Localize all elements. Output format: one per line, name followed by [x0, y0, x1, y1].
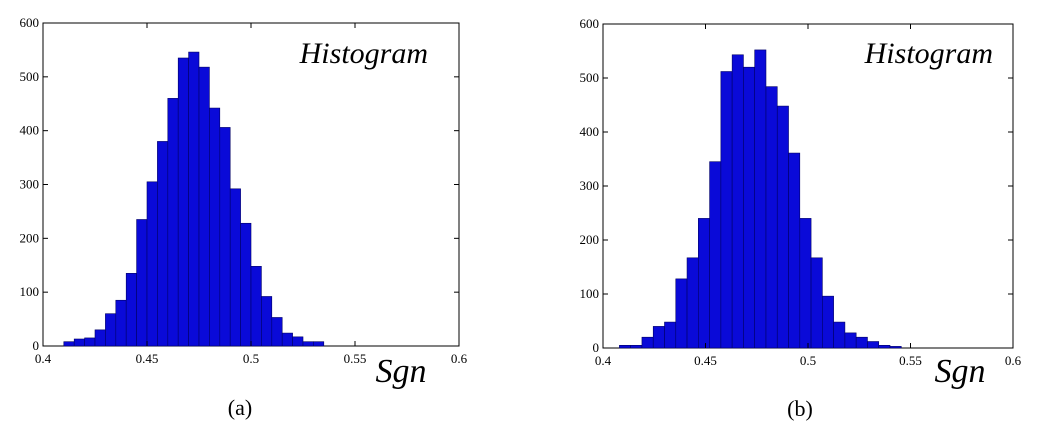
y-tick-label: 600 — [20, 15, 40, 30]
histogram-bar — [720, 71, 733, 349]
histogram-bar — [619, 344, 631, 349]
histogram-bar — [177, 57, 189, 347]
chart-title-b: Histogram — [864, 37, 993, 70]
histogram-bar — [125, 273, 137, 347]
histogram-bar — [198, 66, 210, 347]
histogram-bar — [765, 86, 778, 349]
histogram-bar — [63, 341, 75, 347]
x-axis-label-a: Sgn — [376, 353, 427, 390]
y-tick-label: 400 — [580, 124, 600, 139]
chart-title-a: Histogram — [299, 37, 428, 70]
histogram-bar — [889, 346, 902, 349]
histogram-bar — [799, 218, 812, 349]
x-tick-label: 0.5 — [243, 351, 259, 366]
histogram-bar — [788, 152, 801, 349]
x-tick-label: 0.6 — [1005, 353, 1022, 368]
histogram-bar — [833, 321, 846, 349]
histogram-bar — [855, 336, 868, 349]
histogram-bar — [281, 332, 293, 347]
panel-caption-b: (b) — [787, 396, 813, 421]
histogram-bar — [94, 329, 106, 347]
histogram-bar — [675, 278, 688, 349]
histogram-bar — [652, 326, 665, 349]
x-tick-label: 0.45 — [136, 351, 159, 366]
histogram-panel-b: 0 100 200 300 400 500 600 0.4 0.45 0.5 0.55 0.6 His… — [580, 16, 1022, 421]
bars-a — [63, 51, 325, 347]
histogram-bar — [271, 317, 283, 347]
x-tick-label: 0.6 — [451, 351, 468, 366]
y-tick-label: 0 — [593, 340, 600, 355]
y-tick-label: 100 — [580, 286, 600, 301]
histogram-bar — [810, 257, 823, 349]
x-tick-label: 0.45 — [694, 353, 717, 368]
x-tick-label: 0.55 — [344, 351, 367, 366]
y-tick-label: 200 — [580, 232, 600, 247]
histogram-bar — [105, 313, 117, 347]
histogram-bar — [878, 344, 891, 349]
y-tick-label: 400 — [20, 123, 40, 138]
histogram-bar — [698, 218, 710, 349]
histogram-bar — [313, 341, 325, 347]
ticks-b: 0 100 200 300 400 500 600 0.4 0.45 0.5 0.55 0.6 — [580, 16, 1022, 368]
histogram-bar — [136, 219, 148, 347]
y-tick-label: 300 — [20, 177, 40, 192]
histogram-bar — [867, 341, 880, 349]
histogram-bar — [743, 66, 755, 349]
y-tick-label: 500 — [20, 69, 40, 84]
histogram-bar — [664, 321, 677, 349]
x-axis-label-b: Sgn — [935, 353, 986, 390]
histogram-bar — [84, 337, 96, 347]
y-tick-label: 500 — [580, 70, 600, 85]
histogram-bar — [219, 127, 231, 347]
histogram-bar — [844, 332, 857, 349]
histogram-bar — [731, 54, 744, 349]
histogram-bar — [209, 107, 221, 347]
histogram-bar — [754, 49, 767, 349]
histogram-bar — [188, 51, 200, 347]
histogram-bar — [261, 296, 273, 347]
histogram-bar — [302, 341, 314, 347]
y-tick-label: 300 — [580, 178, 600, 193]
bars-b — [619, 49, 902, 349]
histogram-bar — [146, 181, 158, 347]
histogram-bar — [240, 222, 252, 347]
histogram-bar — [776, 105, 789, 349]
x-tick-label: 0.55 — [899, 353, 922, 368]
histogram-bar — [167, 98, 179, 347]
histogram-panel-a: 0 100 200 300 400 500 600 0.4 0.45 0.5 0.55 0.6 His… — [20, 15, 468, 420]
ticks-a: 0 100 200 300 400 500 600 0.4 0.45 0.5 0.55 0.6 — [20, 15, 468, 366]
y-tick-label: 200 — [20, 230, 40, 245]
x-tick-label: 0.4 — [35, 351, 52, 366]
y-tick-label: 100 — [20, 284, 40, 299]
y-tick-label: 600 — [580, 16, 600, 31]
histogram-bar — [630, 344, 643, 349]
panel-caption-a: (a) — [228, 395, 252, 420]
histogram-bar — [229, 188, 241, 347]
histogram-bar — [822, 295, 834, 349]
histogram-bar — [157, 141, 169, 347]
histogram-bar — [250, 266, 262, 347]
histogram-bar — [641, 336, 654, 349]
x-tick-label: 0.5 — [800, 353, 816, 368]
y-tick-label: 0 — [33, 338, 40, 353]
x-tick-label: 0.4 — [595, 353, 612, 368]
histogram-bar — [686, 257, 699, 349]
histogram-bar — [292, 336, 304, 347]
histogram-bar — [709, 161, 722, 349]
histogram-bar — [73, 338, 85, 347]
histogram-bar — [115, 299, 127, 347]
